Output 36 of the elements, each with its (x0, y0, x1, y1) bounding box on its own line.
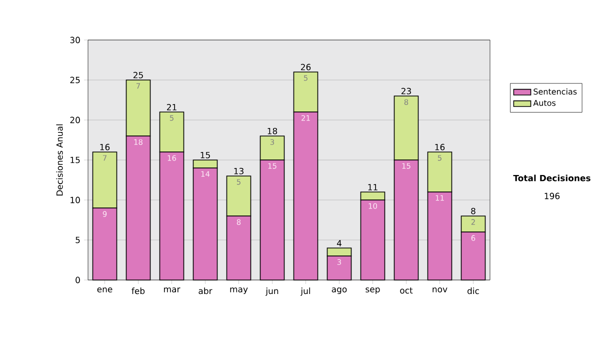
text: Total Decisiones (513, 174, 590, 182)
y-tick-label: 30 (70, 36, 80, 44)
x-tick-label: ago (332, 288, 347, 294)
total-label: 4 (336, 240, 342, 246)
y-tick-label: 20 (70, 116, 80, 124)
x-tick-label: dic (468, 288, 479, 294)
legend-label: Sentencias (534, 88, 577, 95)
y-tick-label: 15 (70, 156, 80, 164)
total-label: 15 (200, 152, 210, 158)
x-tick-label: feb (132, 288, 145, 294)
text: 196 (544, 192, 560, 200)
y-tick-label: 5 (76, 236, 80, 244)
x-tick-label: jul (300, 288, 310, 296)
x-tick-label: may (230, 288, 248, 294)
y-tick-label: 25 (70, 76, 80, 84)
total-label: 26 (300, 64, 311, 70)
x-tick-label: sep (366, 288, 380, 294)
total-label: 23 (401, 88, 411, 94)
x-tick-label: jun (266, 288, 278, 296)
total-label: 21 (166, 104, 176, 110)
total-label: 25 (133, 72, 143, 78)
y-axis-title: Decisiones Anual (56, 124, 63, 196)
total-label: 11 (368, 184, 378, 190)
total-label: 16 (435, 144, 445, 150)
total-label: 13 (234, 168, 244, 174)
legend-label: Autos (533, 100, 556, 106)
x-tick-label: nov (432, 288, 448, 292)
y-tick-label: 10 (70, 196, 80, 204)
total-label: 8 (471, 208, 476, 214)
x-tick-label: mar (164, 288, 180, 292)
x-tick-label: abr (198, 288, 212, 294)
total-label: 18 (268, 128, 278, 134)
x-tick-label: ene (97, 288, 112, 292)
x-tick-label: oct (400, 288, 413, 294)
total-label: 16 (100, 144, 110, 150)
y-tick-label: 0 (76, 276, 80, 284)
